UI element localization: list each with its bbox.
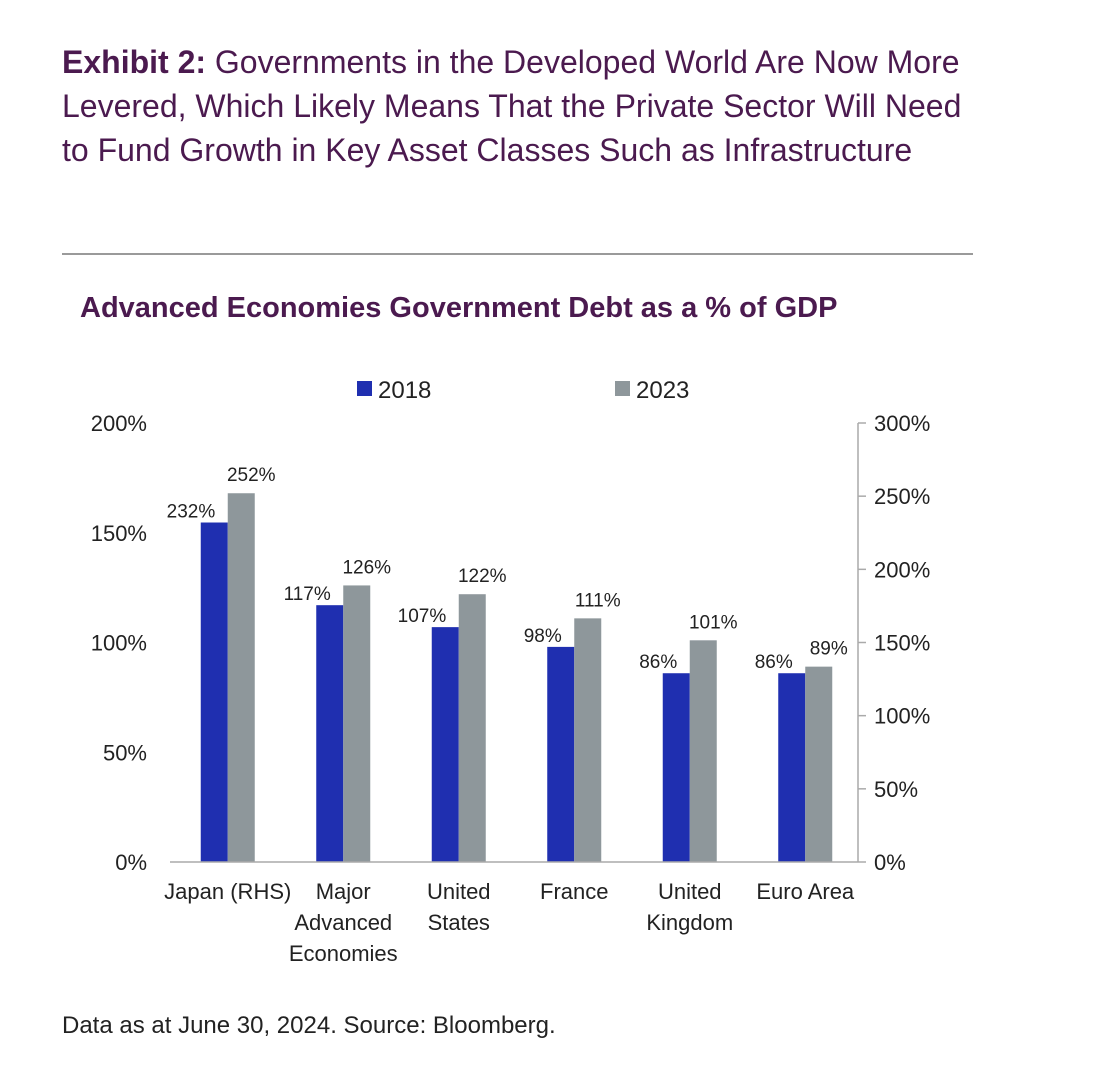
data-label-2018-0: 232% bbox=[167, 502, 216, 523]
legend-label-2018: 2018 bbox=[378, 377, 431, 404]
data-label-2018-4: 86% bbox=[639, 652, 677, 673]
data-label-2018-5: 86% bbox=[755, 652, 793, 673]
exhibit-heading: Exhibit 2: Governments in the Developed … bbox=[62, 40, 962, 172]
data-label-2023-3: 111% bbox=[575, 590, 621, 611]
data-label-2023-5: 89% bbox=[810, 639, 848, 660]
y-right-tick-label: 200% bbox=[874, 557, 930, 582]
y-right-tick-label: 150% bbox=[874, 631, 930, 656]
y-left-tick-label: 100% bbox=[91, 631, 147, 656]
bar-2018-2 bbox=[431, 627, 459, 862]
bar-2018-1 bbox=[316, 605, 344, 862]
data-label-2018-2: 107% bbox=[398, 606, 447, 627]
bar-2018-5 bbox=[778, 673, 806, 862]
source-note: Data as at June 30, 2024. Source: Bloomb… bbox=[62, 1012, 556, 1039]
y-left-tick-label: 50% bbox=[103, 740, 147, 765]
y-left-tick-label: 200% bbox=[91, 411, 147, 436]
x-tick-label: States bbox=[428, 910, 490, 935]
bar-2023-0 bbox=[227, 493, 255, 862]
bar-2023-2 bbox=[458, 594, 486, 862]
y-right-tick-label: 250% bbox=[874, 484, 930, 509]
data-label-2023-2: 122% bbox=[458, 566, 507, 587]
exhibit-label: Exhibit 2: bbox=[62, 44, 207, 80]
x-tick-label: Kingdom bbox=[646, 910, 733, 935]
exhibit-text: Governments in the Developed World Are N… bbox=[62, 44, 962, 168]
x-tick-label: Major bbox=[316, 879, 371, 904]
legend-label-2023: 2023 bbox=[636, 377, 689, 404]
bar-2023-5 bbox=[805, 666, 833, 862]
y-right-tick-label: 0% bbox=[874, 850, 906, 875]
y-left-tick-label: 150% bbox=[91, 521, 147, 546]
legend-swatch-2018 bbox=[357, 381, 372, 396]
bar-chart: 2018 2023 0% 50% 100% 150% 200% 0% 50% 100% 150% 20… bbox=[91, 377, 931, 966]
y-right-tick-label: 50% bbox=[874, 777, 918, 802]
y-right-tick-label: 300% bbox=[874, 411, 930, 436]
x-tick-label: France bbox=[540, 879, 608, 904]
bar-2018-0 bbox=[200, 522, 228, 862]
bar-2023-3 bbox=[574, 618, 602, 862]
x-tick-label: United bbox=[658, 879, 722, 904]
x-tick-label: Euro Area bbox=[756, 879, 855, 904]
bar-2018-3 bbox=[547, 646, 575, 862]
bar-2023-1 bbox=[343, 585, 371, 862]
bar-2018-4 bbox=[662, 673, 690, 862]
x-tick-label: Economies bbox=[289, 941, 398, 966]
x-tick-label: Japan (RHS) bbox=[164, 879, 291, 904]
x-tick-label: Advanced bbox=[294, 910, 392, 935]
x-tick-label: United bbox=[427, 879, 491, 904]
y-left-tick-label: 0% bbox=[115, 850, 147, 875]
y-right-tick-label: 100% bbox=[874, 704, 930, 729]
bar-2023-4 bbox=[689, 640, 717, 862]
data-label-2023-0: 252% bbox=[227, 465, 276, 486]
chart-title: Advanced Economies Government Debt as a … bbox=[80, 292, 838, 324]
data-label-2023-4: 101% bbox=[689, 612, 738, 633]
divider bbox=[62, 253, 973, 255]
data-label-2023-1: 126% bbox=[342, 557, 391, 578]
data-label-2018-3: 98% bbox=[524, 626, 562, 647]
data-label-2018-1: 117% bbox=[284, 584, 331, 605]
legend-swatch-2023 bbox=[615, 381, 630, 396]
